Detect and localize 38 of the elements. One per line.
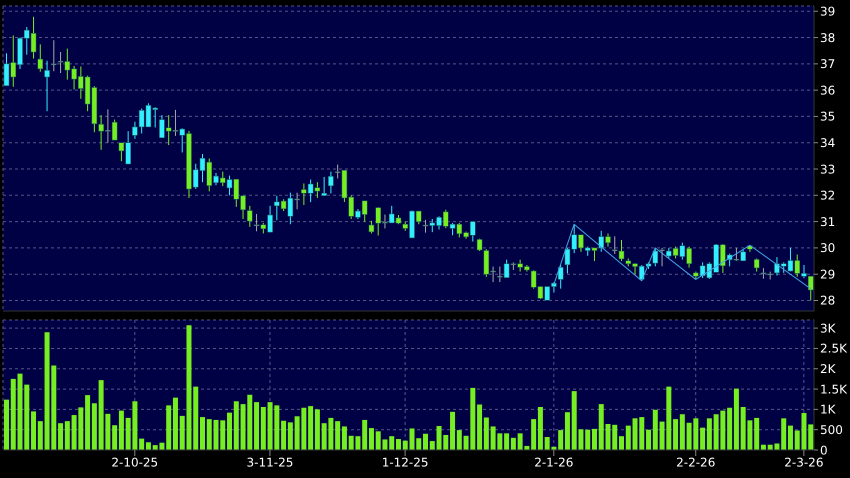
candlestick bbox=[44, 60, 50, 112]
candlestick bbox=[558, 264, 564, 290]
candlestick bbox=[368, 220, 374, 234]
y-tick-label: 500 bbox=[820, 422, 843, 437]
y-tick-label: 28 bbox=[820, 294, 836, 308]
y-tick-label: 1.5K bbox=[820, 382, 848, 396]
y-tick-label: 1K bbox=[820, 402, 837, 417]
y-tick-label: 33 bbox=[820, 162, 836, 176]
y-tick-label: 2K bbox=[820, 362, 837, 376]
x-tick-label: 2-3-26 bbox=[784, 456, 824, 470]
candlestick bbox=[38, 44, 44, 72]
x-tick-label: 2-2-26 bbox=[676, 456, 716, 470]
x-tick-label: 1-12-25 bbox=[382, 456, 429, 470]
bar bbox=[410, 428, 414, 450]
x-tick-label: 2-1-26 bbox=[534, 456, 574, 470]
y-tick-label: 39 bbox=[820, 4, 836, 19]
y-tick-label: 34 bbox=[820, 136, 836, 150]
x-tick-label: 2-10-25 bbox=[111, 456, 158, 470]
y-tick-label: 3K bbox=[820, 321, 837, 336]
candlestick bbox=[754, 258, 760, 272]
bar bbox=[200, 417, 205, 450]
y-tick-label: 32 bbox=[820, 188, 836, 203]
y-tick-label: 38 bbox=[820, 30, 836, 45]
candlestick bbox=[247, 205, 253, 228]
y-tick-label: 37 bbox=[820, 57, 836, 72]
y-tick-label: 29 bbox=[820, 267, 836, 282]
candlestick bbox=[321, 176, 327, 196]
y-tick-label: 2.5K bbox=[820, 342, 848, 356]
candlestick bbox=[51, 40, 57, 72]
bar bbox=[605, 424, 610, 450]
candlestick bbox=[328, 171, 334, 194]
y-tick-label: 31 bbox=[820, 214, 836, 229]
y-tick-label: 36 bbox=[820, 83, 836, 98]
y-tick-label: 0 bbox=[820, 443, 828, 458]
bar bbox=[4, 400, 9, 450]
x-tick-label: 3-11-25 bbox=[246, 456, 294, 470]
y-tick-label: 35 bbox=[820, 110, 836, 124]
y-tick-label: 30 bbox=[820, 241, 836, 256]
